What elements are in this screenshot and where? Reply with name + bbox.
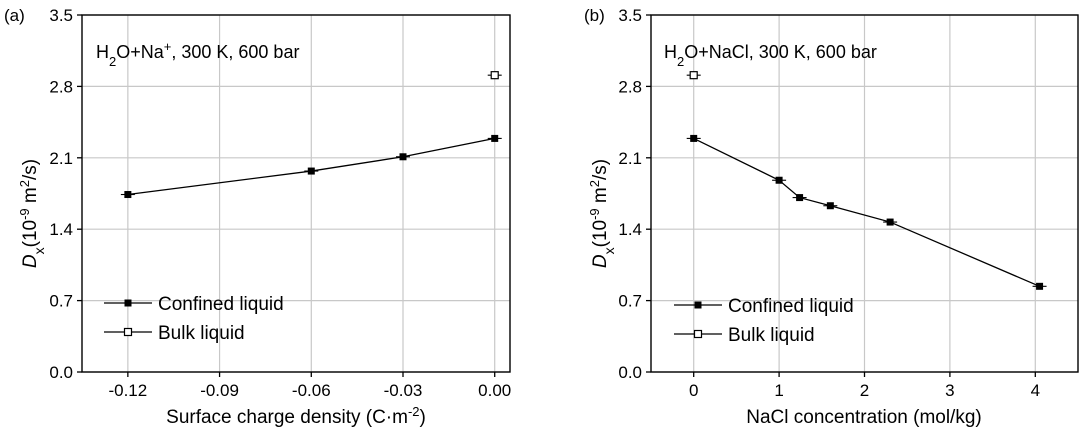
panel-b-annotation-mid: O+NaCl, 300 K, 600 bar <box>684 42 877 62</box>
panel-a-x-axis-title-post: ) <box>420 407 426 428</box>
panel-a-y-tick-label: 0.0 <box>49 363 73 382</box>
panel-a-axes-frame <box>81 14 511 373</box>
panel-b-y-axis-title-unit-m: m <box>590 187 611 208</box>
panel-b-bulk-point <box>689 71 698 80</box>
panel-a-y-axis-title-unit-m: m <box>20 187 41 208</box>
panel-a-y-tick-label: 0.7 <box>49 292 73 311</box>
panel-b-legend-confined-label: Confined liquid <box>728 296 854 317</box>
panel-a-confined-point <box>491 134 499 142</box>
panel-a-x-axis-title: Surface charge density (C·m-2) <box>166 404 426 429</box>
panel-a-confined-point <box>307 167 315 175</box>
panel-a-x-tick-label: -0.12 <box>108 381 147 400</box>
panel-b-y-tick-label: 2.1 <box>618 149 642 168</box>
panel-a-panel-label: (a) <box>4 6 25 25</box>
panel-a-y-axis-title-symbol: D <box>20 254 41 268</box>
panel-b-y-tick-label: 2.8 <box>618 77 642 96</box>
panel-b-x-tick-label: 4 <box>1031 381 1040 400</box>
panel-b-y-axis-title-unit: (10 <box>590 220 611 247</box>
panel-b-legend-bulk-label: Bulk liquid <box>728 325 815 346</box>
panel-b-x-tick-label: 2 <box>860 381 869 400</box>
panel-b-confined-point <box>775 176 783 184</box>
panel-b-x-tick-label: 3 <box>945 381 954 400</box>
panel-b: 0 1 2 3 4 0.0 0.7 1.4 2.1 2.8 3.5 (b) NaCl concentra… <box>584 6 1079 428</box>
panel-a-legend-confined-marker <box>124 299 132 307</box>
panel-b-y-tick-label: 0.0 <box>618 363 642 382</box>
panel-a-annotation-h: H <box>96 42 109 62</box>
panel-a-confined-point <box>399 153 407 161</box>
panel-a-y-axis-title-exp2: 2 <box>17 180 32 187</box>
panel-b-x-tick-label: 0 <box>689 381 698 400</box>
panel-b-annotation-h: H <box>664 42 677 62</box>
panel-b-y-tick-label: 3.5 <box>618 6 642 25</box>
panel-b-x-axis-title-text: NaCl concentration (mol/kg) <box>746 407 981 428</box>
panel-b-confined-point <box>796 194 804 202</box>
panel-a-confined-line <box>127 137 495 196</box>
panel-b-confined-point <box>826 202 834 210</box>
panel-a-y-tick-label: 2.1 <box>49 149 73 168</box>
panel-b-annotation-sub: 2 <box>677 54 684 69</box>
panel-b-annotation: H2O+NaCl, 300 K, 600 bar <box>664 42 877 69</box>
panel-a-x-axis-title-sup: -2 <box>408 404 420 419</box>
panel-a-annotation-post: , 300 K, 600 bar <box>171 42 299 62</box>
panel-a-y-tick-label: 2.8 <box>49 77 73 96</box>
panel-a-y-axis-title-exp: -9 <box>17 208 32 220</box>
panel-a-y-axis-title-unit-s: /s) <box>20 159 41 180</box>
panel-a-x-tick-label: 0.00 <box>478 381 511 400</box>
panel-a-y-axis-title-sub: x <box>31 247 47 254</box>
panel-b-confined-point <box>690 134 698 142</box>
panel-a-y-tick-label: 1.4 <box>49 220 73 239</box>
panel-b-y-tick-label: 1.4 <box>618 220 642 239</box>
panel-b-confined-point <box>1036 282 1044 290</box>
panel-b-panel-label: (b) <box>584 6 605 25</box>
panel-b-y-axis-title-exp: -9 <box>587 208 602 220</box>
panel-a-x-tick-label: -0.06 <box>292 381 331 400</box>
panel-b-x-axis-title: NaCl concentration (mol/kg) <box>746 407 981 428</box>
panel-b-y-axis-title: Dx(10-9 m2/s) <box>587 159 618 268</box>
panel-a-legend-bulk-label: Bulk liquid <box>158 323 245 344</box>
panel-a-legend-confined-label: Confined liquid <box>158 294 284 315</box>
panel-b-confined-point <box>886 218 894 226</box>
panel-b-x-tick-label: 1 <box>774 381 783 400</box>
panel-a-annotation-mid: O+Na <box>116 42 165 62</box>
panel-b-confined-line <box>693 137 1040 287</box>
panel-b-y-axis-title-symbol: D <box>590 254 611 268</box>
panel-a-x-tick-label: -0.09 <box>200 381 239 400</box>
panel-a-annotation: H2O+Na+, 300 K, 600 bar <box>96 39 299 69</box>
panel-a: -0.12 -0.09 -0.06 -0.03 0.00 0.0 0.7 1.4 2.1 2.8 3… <box>4 6 511 428</box>
panel-b-y-tick-label: 0.7 <box>618 292 642 311</box>
panel-b-y-axis-title-exp2: 2 <box>587 180 602 187</box>
panel-a-x-tick-label: -0.03 <box>384 381 423 400</box>
panel-b-legend-bulk-marker <box>693 329 703 339</box>
panel-a-confined-point <box>124 191 132 199</box>
panel-a-x-axis-title-text: Surface charge density (C·m <box>166 407 408 428</box>
panel-a-legend-bulk-marker <box>123 327 133 337</box>
panel-b-y-axis-title-unit-s: /s) <box>590 159 611 180</box>
panel-a-bulk-point <box>490 71 499 80</box>
panel-a-y-tick-label: 3.5 <box>49 6 73 25</box>
panel-a-y-axis-title: Dx(10-9 m2/s) <box>17 159 48 268</box>
panel-a-y-axis-title-unit: (10 <box>20 220 41 247</box>
panel-b-y-axis-title-sub: x <box>601 247 617 254</box>
panel-a-annotation-sub: 2 <box>109 54 116 69</box>
panel-b-legend-confined-marker <box>694 301 702 309</box>
panel-a-annotation-sup: + <box>164 39 172 54</box>
